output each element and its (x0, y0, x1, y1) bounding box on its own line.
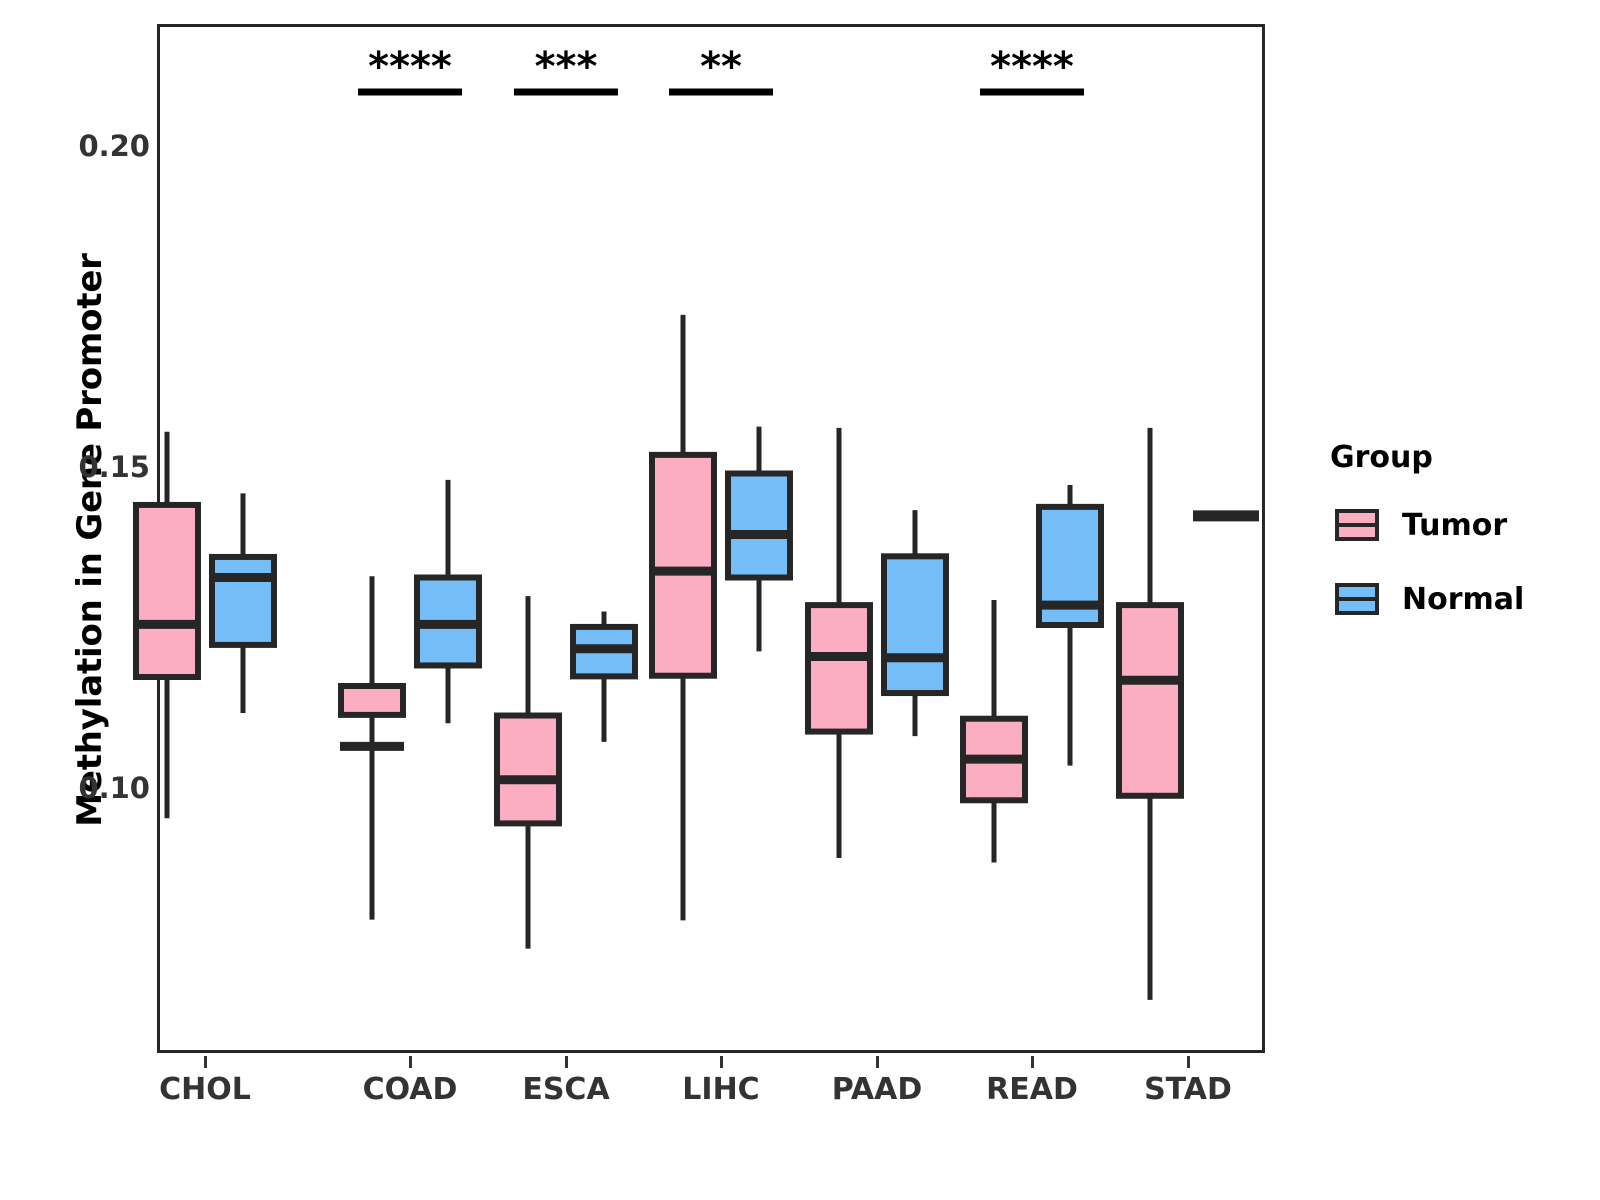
x-tick-label-paad: PAAD (831, 1072, 923, 1107)
box-rect (881, 553, 949, 697)
legend-label-tumor: Tumor (1402, 507, 1508, 543)
significance-lihc: ** (669, 44, 773, 96)
box-rect (725, 470, 793, 581)
box-esca-tumor (494, 596, 562, 949)
significance-label: ** (700, 44, 742, 90)
y-tick-label: 0.20 (78, 129, 150, 163)
box-lihc-normal (725, 426, 793, 652)
x-tick-mark (409, 1056, 412, 1068)
x-tick-mark (876, 1056, 879, 1068)
box-paad-normal (881, 510, 949, 737)
box-chol-tumor (133, 431, 201, 819)
box-rect (338, 682, 406, 718)
x-tick-mark (565, 1056, 568, 1068)
box-stad-tumor (1116, 427, 1184, 1000)
x-tick-label-coad: COAD (362, 1072, 458, 1107)
box-paad-tumor (805, 427, 873, 859)
legend-title: Group (1330, 440, 1433, 475)
significance-label: **** (990, 44, 1074, 90)
significance-esca: *** (514, 44, 618, 96)
box-esca-normal (570, 611, 638, 742)
y-axis-ticks: 0.20 0.15 0.10 (40, 0, 200, 1200)
significance-label: **** (368, 44, 452, 90)
x-tick-label-read: READ (986, 1072, 1078, 1107)
x-tick-label-stad: STAD (1144, 1072, 1232, 1107)
box-rect (1116, 602, 1184, 799)
legend-key-normal (1330, 571, 1384, 627)
box-rect (209, 553, 277, 648)
x-tick-mark (720, 1056, 723, 1068)
x-tick-label-chol: CHOL (159, 1072, 251, 1107)
x-tick-mark (1031, 1056, 1034, 1068)
y-tick-label: 0.15 (78, 450, 150, 484)
legend: Group Tumor Normal (1330, 440, 1590, 645)
box-read-tumor (960, 599, 1028, 863)
legend-label-normal: Normal (1402, 581, 1525, 617)
significance-label: *** (535, 44, 598, 90)
legend-key-tumor (1330, 497, 1384, 553)
legend-item-normal[interactable]: Normal (1330, 571, 1590, 627)
box-rect (649, 451, 717, 679)
box-lihc-tumor (649, 314, 717, 921)
box-chol-normal (209, 493, 277, 713)
box-coad-tumor (338, 576, 406, 920)
x-tick-mark (1187, 1056, 1190, 1068)
significance-coad: **** (358, 44, 462, 96)
box-rect (494, 712, 562, 827)
box-coad-normal (414, 479, 482, 724)
y-tick-label: 0.10 (78, 771, 150, 805)
x-tick-label-lihc: LIHC (682, 1072, 760, 1107)
box-read-normal (1036, 485, 1104, 766)
box-rect (133, 501, 201, 681)
significance-read: **** (980, 44, 1084, 96)
x-tick-mark (204, 1056, 207, 1068)
x-tick-label-esca: ESCA (522, 1072, 610, 1107)
box-rect (805, 602, 873, 735)
legend-item-tumor[interactable]: Tumor (1330, 497, 1590, 553)
